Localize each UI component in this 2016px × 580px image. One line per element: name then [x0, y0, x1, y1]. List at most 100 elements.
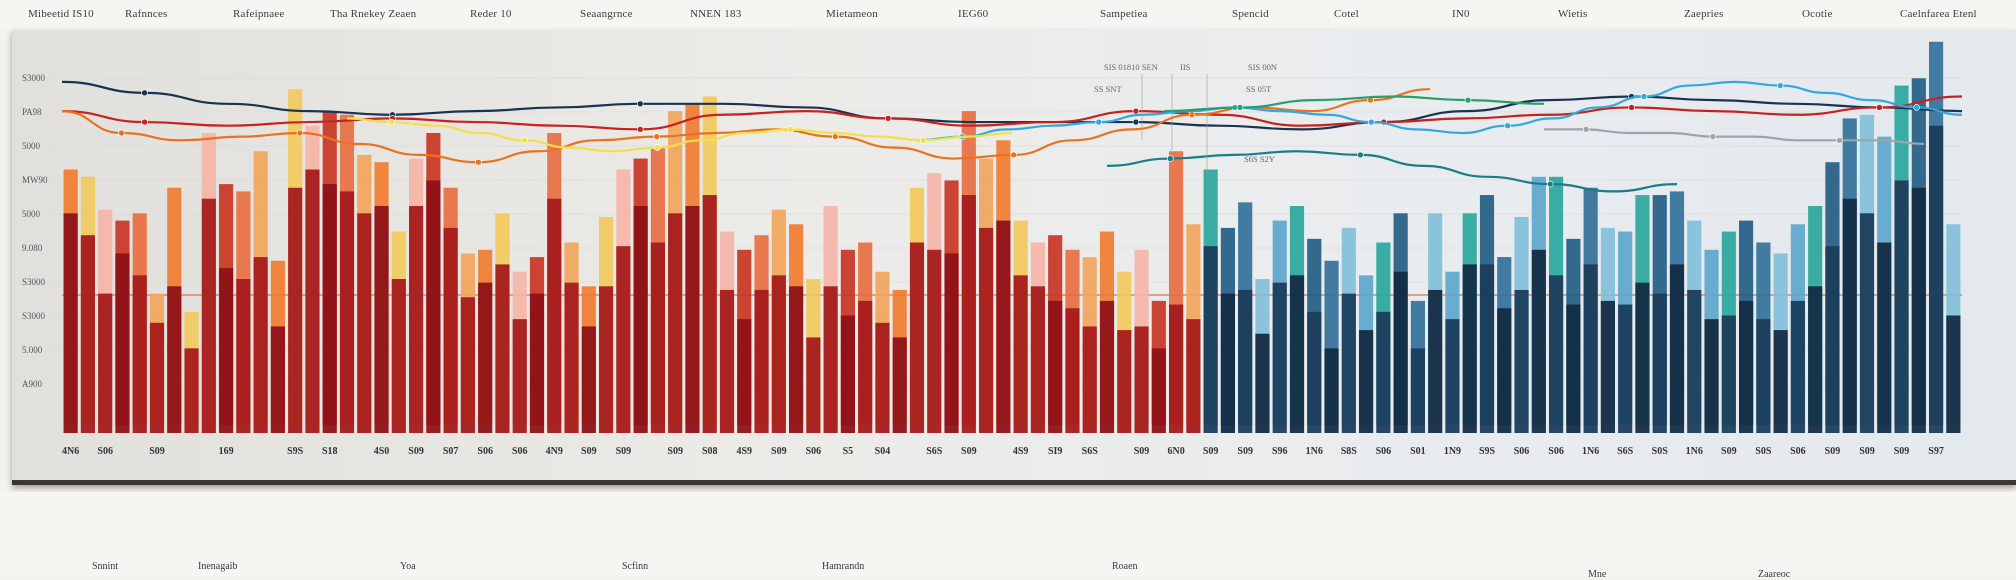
header-label: Mibeetid IS10: [28, 8, 94, 20]
series-line: [1163, 95, 1545, 113]
x-tick-label: S07: [443, 446, 459, 457]
x-tick-label: S09: [616, 446, 632, 457]
bar-lower: [1497, 308, 1512, 433]
x-tick-label: S0S: [1652, 446, 1669, 457]
x-tick-label: 169: [219, 446, 234, 457]
x-tick-label: S09: [1203, 446, 1219, 457]
x-tick-label: 1N6: [1306, 446, 1323, 457]
bar-lower: [581, 326, 596, 433]
x-tick-label: S5: [843, 446, 854, 457]
bar-lower: [1220, 293, 1235, 433]
bar-lower: [1428, 289, 1443, 433]
bar-lower: [236, 279, 251, 433]
bar-lower: [996, 220, 1011, 433]
line-marker: [1464, 96, 1472, 104]
x-tick-label: S09: [581, 446, 597, 457]
line-marker: [1010, 151, 1017, 159]
bar-lower: [478, 282, 493, 433]
line-marker: [884, 115, 892, 122]
header-label: Caelnfarea Etenl: [1900, 8, 1977, 20]
x-tick-label: S09: [771, 446, 787, 457]
bar-lower: [1255, 333, 1270, 433]
bar-lower: [1773, 330, 1788, 433]
bar-lower: [1082, 326, 1097, 433]
header-label: Cotel: [1334, 8, 1359, 20]
footer-label: Hamrandn: [822, 561, 865, 572]
line-marker: [1095, 118, 1103, 126]
line-marker: [787, 126, 794, 133]
line-marker: [1504, 122, 1511, 129]
bar-lower: [1566, 304, 1581, 433]
bar-lower: [1324, 348, 1339, 433]
annotation-label: SIS 01810 SEN: [1104, 62, 1158, 72]
x-tick-label: S0S: [1755, 446, 1772, 457]
header-label: Ocotie: [1802, 8, 1833, 20]
bar-lower: [512, 319, 527, 433]
chart-panel: S3000 PA98 5000 MW90 5000 9.080 S3000 S3000 5.00…: [12, 30, 2016, 485]
bar-lower: [1583, 264, 1598, 433]
bar-lower: [892, 337, 907, 433]
x-tick-label: 1N6: [1686, 446, 1703, 457]
line-marker: [1628, 104, 1635, 111]
line-marker: [654, 144, 661, 151]
bar-lower: [1531, 249, 1546, 433]
line-marker: [1188, 111, 1196, 119]
bar-lower: [1289, 275, 1305, 433]
series-line: [61, 95, 1963, 131]
line-marker: [920, 137, 927, 144]
bar-lower: [1652, 293, 1667, 433]
bar-lower: [1341, 293, 1356, 433]
bar-lower: [1687, 289, 1702, 433]
footer-label: Zaareoc: [1758, 569, 1791, 580]
x-tick-label: S06: [1790, 446, 1806, 457]
x-tick-label: SI9: [1048, 446, 1062, 457]
x-tick-label: S06: [97, 446, 113, 457]
bar-lower: [409, 206, 424, 433]
line-marker: [636, 126, 644, 133]
bar-lower: [1635, 282, 1650, 433]
x-tick-label: S09: [1859, 446, 1875, 457]
bar-lower: [875, 322, 890, 433]
bar-lower: [1462, 264, 1477, 433]
line-marker: [1640, 93, 1648, 100]
footer-strip: Snnint Inenagaib Yoa Scfinn Hamrandn Roaen Mne…: [0, 492, 2016, 580]
bar-lower: [1186, 319, 1201, 433]
bar-lower: [961, 195, 976, 433]
line-marker: [141, 89, 148, 97]
bar-lower: [1808, 286, 1823, 433]
line-marker: [296, 129, 304, 137]
footer-label: Inenagaib: [198, 561, 238, 572]
y-tick-label: S3000: [22, 277, 46, 287]
x-tick-label: S8S: [1341, 446, 1358, 457]
bar-lower: [374, 206, 389, 433]
bar-lower: [979, 227, 994, 433]
bar-lower: [132, 275, 147, 433]
y-tick-label: A900: [22, 379, 42, 389]
line-marker: [831, 133, 839, 140]
header-label: IN0: [1452, 8, 1470, 20]
line-marker: [1582, 126, 1590, 133]
line-marker: [1236, 104, 1244, 111]
bar-lower: [1013, 275, 1028, 433]
series-line: [916, 80, 1963, 142]
x-tick-label: 4N6: [62, 446, 79, 457]
x-tick-label: S6S: [1082, 446, 1099, 457]
bar-lower: [1134, 326, 1149, 433]
bar-lower: [63, 213, 78, 433]
bar-lower: [547, 198, 562, 433]
header-label: Zaepries: [1684, 8, 1724, 20]
bar-lower: [1479, 264, 1495, 433]
y-tick-label: 5000: [22, 209, 41, 219]
bar-lower: [184, 348, 199, 433]
bar-lower: [650, 242, 665, 433]
bar-lower: [1739, 300, 1754, 433]
bar-lower: [668, 213, 683, 433]
line-marker: [1776, 82, 1784, 89]
x-tick-label: 4S9: [1013, 446, 1029, 457]
line-marker: [653, 133, 661, 140]
bar-lower: [149, 322, 165, 433]
x-tick-label: 6N0: [1167, 446, 1184, 457]
header-label: Rafeipnaee: [233, 8, 285, 20]
bar-lower: [1721, 315, 1736, 433]
x-tick-label: S06: [1376, 446, 1392, 457]
